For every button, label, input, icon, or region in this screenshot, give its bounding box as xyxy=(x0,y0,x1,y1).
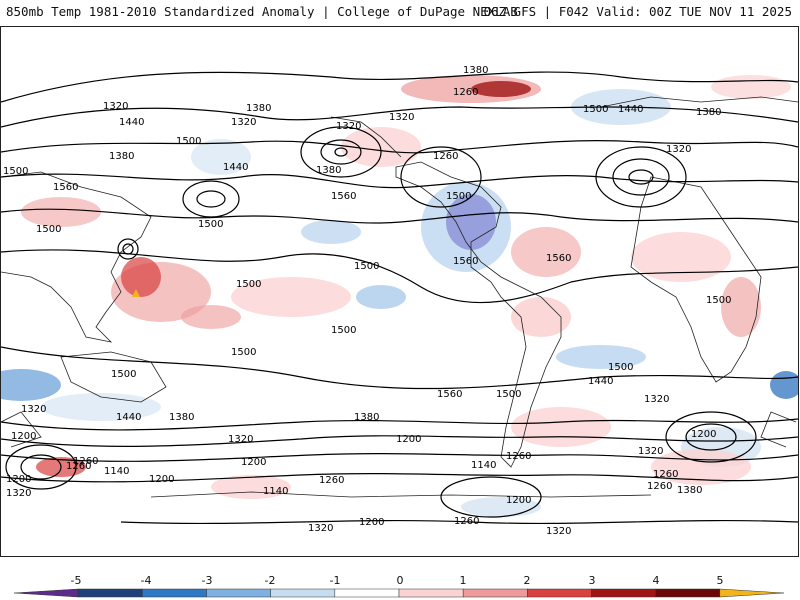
contour-label: 1440 xyxy=(223,162,248,173)
colorbar-tick: 5 xyxy=(717,574,724,587)
contour-label: 1320 xyxy=(638,446,663,457)
contour-label: 1320 xyxy=(231,117,256,128)
contour-label: 1200 xyxy=(6,474,31,485)
contour-label: 1200 xyxy=(691,429,716,440)
colorbar-tick: -4 xyxy=(141,574,152,587)
height-contours xyxy=(1,71,798,525)
contour-label: 1440 xyxy=(588,376,613,387)
colorbar-segment xyxy=(142,588,207,598)
contour-label: 1200 xyxy=(149,474,174,485)
contour-label: 1380 xyxy=(354,412,379,423)
contour-label: 1140 xyxy=(104,466,129,477)
contour-label: 1200 xyxy=(396,434,421,445)
contour-label: 1500 xyxy=(231,347,256,358)
contour-labels: 1380 1260 1320 1440 1380 1320 1500 1440 … xyxy=(3,65,731,537)
contour-label: 1320 xyxy=(308,523,333,534)
contour-label: 1500 xyxy=(236,279,261,290)
colorbar-segment xyxy=(527,588,592,598)
colorbar-tick: 0 xyxy=(397,574,404,587)
colorbar-segment xyxy=(13,588,79,598)
contour-label: 1140 xyxy=(263,486,288,497)
contour-label: 1380 xyxy=(316,165,341,176)
colorbar-tick: -5 xyxy=(71,574,82,587)
contour-label: 1320 xyxy=(6,488,31,499)
contour-label: 1500 xyxy=(354,261,379,272)
colorbar-segment xyxy=(270,588,336,598)
contour-label: 1260 xyxy=(73,456,98,467)
colorbar-segment xyxy=(398,588,464,598)
contour-label: 1320 xyxy=(666,144,691,155)
colorbar-tick: 2 xyxy=(524,574,531,587)
contour-label: 1440 xyxy=(116,412,141,423)
warm-anomaly-shading xyxy=(21,75,791,499)
contour-label: 1200 xyxy=(506,495,531,506)
contour-label: 1560 xyxy=(546,253,571,264)
contour-label: 1500 xyxy=(706,295,731,306)
anomaly-map: 1380 1260 1320 1440 1380 1320 1500 1440 … xyxy=(1,65,798,537)
colorbar-tick: 3 xyxy=(589,574,596,587)
contour-label: 1260 xyxy=(653,469,678,480)
colorbar-tick: 1 xyxy=(460,574,467,587)
colorbar-segment xyxy=(719,588,785,598)
contour-label: 1500 xyxy=(496,389,521,400)
anomaly-colorbar: -5 -4 -3 -2 -1 0 1 2 3 4 5 xyxy=(13,574,785,598)
contour-label: 1560 xyxy=(331,191,356,202)
contour-label: 1500 xyxy=(36,224,61,235)
contour-label: 1200 xyxy=(359,517,384,528)
contour-label: 1500 xyxy=(198,219,223,230)
contour-label: 1320 xyxy=(103,101,128,112)
map-panel[interactable]: 1380 1260 1320 1440 1380 1320 1500 1440 … xyxy=(0,26,799,557)
contour-label: 1320 xyxy=(546,526,571,537)
colorbar-segment xyxy=(462,588,528,598)
colorbar-tick: 4 xyxy=(653,574,660,587)
contour-label: 1140 xyxy=(471,460,496,471)
colorbar-segment xyxy=(77,588,143,598)
contour-label: 1500 xyxy=(111,369,136,380)
contour-label: 1560 xyxy=(453,256,478,267)
colorbar-tick: -1 xyxy=(330,574,341,587)
contour-label: 1560 xyxy=(53,182,78,193)
colorbar-segment xyxy=(655,588,721,598)
contour-label: 1260 xyxy=(319,475,344,486)
contour-label: 1500 xyxy=(583,104,608,115)
contour-label: 1380 xyxy=(169,412,194,423)
contour-label: 1260 xyxy=(647,481,672,492)
contour-label: 1260 xyxy=(66,461,91,472)
contour-label: 1380 xyxy=(109,151,134,162)
contour-label: 1440 xyxy=(618,104,643,115)
model-run-info: 06Z GFS | F042 Valid: 00Z TUE NOV 11 202… xyxy=(483,4,792,19)
contour-label: 1200 xyxy=(241,457,266,468)
colorbar-segment xyxy=(334,588,400,598)
contour-label: 1440 xyxy=(119,117,144,128)
contour-label: 1500 xyxy=(608,362,633,373)
pressure-systems xyxy=(5,126,757,518)
contour-label: 1200 xyxy=(11,431,36,442)
contour-label: 1500 xyxy=(331,325,356,336)
contour-label: 1260 xyxy=(453,87,478,98)
contour-label: 1260 xyxy=(506,451,531,462)
contour-label: 1500 xyxy=(3,166,28,177)
contour-label: 1320 xyxy=(21,404,46,415)
contour-label: 1380 xyxy=(696,107,721,118)
contour-label: 1260 xyxy=(454,516,479,527)
colorbar-segment xyxy=(206,588,271,598)
contour-label: 1320 xyxy=(389,112,414,123)
colorbar-tick: -2 xyxy=(265,574,276,587)
contour-label: 1320 xyxy=(336,121,361,132)
contour-label: 1380 xyxy=(246,103,271,114)
coastlines xyxy=(1,96,798,498)
colorbar-segment xyxy=(591,588,656,598)
map-title: 850mb Temp 1981-2010 Standardized Anomal… xyxy=(6,4,518,19)
contour-label: 1320 xyxy=(228,434,253,445)
contour-label: 1260 xyxy=(433,151,458,162)
colorbar-segments xyxy=(13,588,785,598)
colorbar-tick: -3 xyxy=(202,574,213,587)
contour-label: 1500 xyxy=(446,191,471,202)
contour-label: 1500 xyxy=(176,136,201,147)
contour-label: 1320 xyxy=(644,394,669,405)
contour-label: 1560 xyxy=(437,389,462,400)
contour-label: 1380 xyxy=(677,485,702,496)
contour-label: 1380 xyxy=(463,65,488,76)
